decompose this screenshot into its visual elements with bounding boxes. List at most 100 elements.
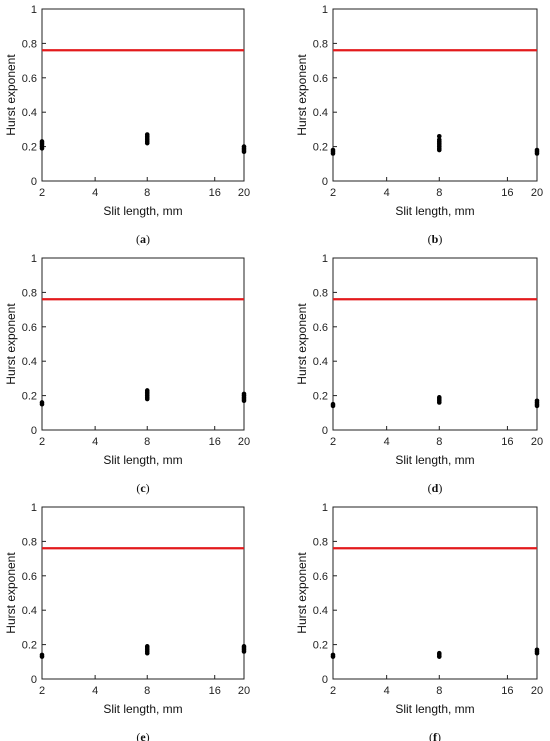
y-tick-label: 0.4 — [313, 605, 328, 617]
chart-panel: 0 0.2 0.4 0.6 0.8 1 2 4 8 16 20 Slit length, mm Hurs… — [4, 253, 250, 495]
x-tick-label: 20 — [531, 187, 543, 199]
y-tick-label: 0.8 — [313, 536, 328, 548]
x-tick-label: 20 — [238, 685, 250, 697]
plot-frame — [41, 506, 245, 680]
x-tick-label: 2 — [330, 685, 336, 697]
chart-panel: 0 0.2 0.4 0.6 0.8 1 2 4 8 16 20 Slit length, mm Hurs… — [295, 253, 543, 495]
x-tick-label: 16 — [501, 685, 513, 697]
data-point — [436, 133, 442, 139]
data-point — [534, 647, 540, 653]
y-tick-label: 0.2 — [22, 142, 37, 154]
x-tick-label: 8 — [436, 436, 442, 448]
y-tick-label: 0.6 — [22, 322, 37, 334]
data-point — [39, 139, 45, 144]
data-point — [241, 644, 247, 649]
data-point — [534, 398, 540, 404]
y-axis-title: Hurst exponent — [295, 54, 309, 136]
data-point — [144, 644, 150, 649]
y-tick-label: 0.4 — [313, 107, 328, 119]
y-tick-label: 0 — [31, 674, 37, 686]
data-point — [534, 147, 540, 153]
y-tick-label: 1 — [322, 4, 328, 16]
x-tick-label: 8 — [144, 436, 150, 448]
x-tick-label: 8 — [436, 187, 442, 199]
data-point — [436, 395, 442, 400]
y-tick-label: 0.8 — [313, 287, 328, 299]
data-point — [436, 137, 442, 143]
y-tick-label: 1 — [31, 4, 37, 16]
data-point — [330, 401, 336, 407]
x-axis-title: Slit length, mm — [103, 204, 182, 218]
y-tick-label: 0.4 — [22, 107, 37, 119]
y-tick-label: 0 — [322, 674, 328, 686]
plot-frame — [332, 257, 538, 431]
x-tick-label: 4 — [384, 436, 390, 448]
x-tick-label: 20 — [531, 685, 543, 697]
panel-label: (a) — [136, 232, 150, 246]
x-tick-label: 8 — [144, 187, 150, 199]
y-tick-label: 0.2 — [313, 391, 328, 403]
plot-frame — [332, 506, 538, 680]
x-tick-label: 20 — [531, 436, 543, 448]
y-tick-label: 0.6 — [22, 571, 37, 583]
x-tick-label: 16 — [209, 685, 221, 697]
x-tick-label: 2 — [39, 436, 45, 448]
panel-label: (b) — [428, 232, 443, 246]
y-tick-label: 1 — [322, 502, 328, 514]
y-axis-title: Hurst exponent — [295, 552, 309, 634]
chart-panel: 0 0.2 0.4 0.6 0.8 1 2 4 8 16 20 Slit length, mm Hurs… — [4, 4, 250, 246]
data-point — [330, 652, 336, 658]
x-tick-label: 16 — [501, 187, 513, 199]
x-tick-label: 16 — [209, 436, 221, 448]
y-axis-title: Hurst exponent — [4, 303, 18, 385]
x-tick-label: 20 — [238, 187, 250, 199]
panel-label: (e) — [136, 730, 149, 741]
x-tick-label: 4 — [384, 685, 390, 697]
plot-frame — [41, 257, 245, 431]
x-axis-title: Slit length, mm — [395, 453, 474, 467]
y-axis-title: Hurst exponent — [4, 54, 18, 136]
y-tick-label: 0.6 — [22, 73, 37, 85]
y-tick-label: 0 — [322, 425, 328, 437]
plot-frame — [41, 8, 245, 182]
panel-label: (f) — [429, 730, 441, 741]
x-tick-label: 4 — [92, 187, 98, 199]
x-tick-label: 4 — [384, 187, 390, 199]
y-tick-label: 0 — [31, 176, 37, 188]
y-tick-label: 0.4 — [313, 356, 328, 368]
y-tick-label: 0.2 — [22, 391, 37, 403]
data-point — [144, 132, 150, 137]
panel-label: (d) — [428, 481, 443, 495]
y-tick-label: 0.6 — [313, 73, 328, 85]
y-tick-label: 1 — [31, 253, 37, 265]
x-tick-label: 4 — [92, 436, 98, 448]
y-tick-label: 0.4 — [22, 356, 37, 368]
panel-label: (c) — [136, 481, 149, 495]
y-tick-label: 0.2 — [313, 640, 328, 652]
x-axis-title: Slit length, mm — [103, 702, 182, 716]
y-tick-label: 0.4 — [22, 605, 37, 617]
x-tick-label: 2 — [39, 187, 45, 199]
chart-panel: 0 0.2 0.4 0.6 0.8 1 2 4 8 16 20 Slit length, mm Hurs… — [295, 502, 543, 741]
y-tick-label: 0.8 — [313, 38, 328, 50]
plot-frame — [332, 8, 538, 182]
y-tick-label: 1 — [31, 502, 37, 514]
data-point — [330, 147, 336, 153]
y-tick-label: 0.8 — [22, 287, 37, 299]
y-tick-label: 0.6 — [313, 322, 328, 334]
y-tick-label: 0.8 — [22, 38, 37, 50]
data-point — [241, 144, 247, 149]
y-axis-title: Hurst exponent — [4, 552, 18, 634]
x-tick-label: 8 — [436, 685, 442, 697]
data-point — [241, 391, 247, 397]
x-tick-label: 16 — [209, 187, 221, 199]
y-tick-label: 0.8 — [22, 536, 37, 548]
x-tick-label: 2 — [330, 436, 336, 448]
chart-panel: 0 0.2 0.4 0.6 0.8 1 2 4 8 16 20 Slit length, mm Hurs… — [295, 4, 543, 246]
x-axis-title: Slit length, mm — [395, 204, 474, 218]
chart-panel: 0 0.2 0.4 0.6 0.8 1 2 4 8 16 20 Slit length, mm Hurs… — [4, 502, 250, 741]
data-point — [144, 388, 150, 393]
y-tick-label: 0.6 — [313, 571, 328, 583]
y-tick-label: 0 — [31, 425, 37, 437]
